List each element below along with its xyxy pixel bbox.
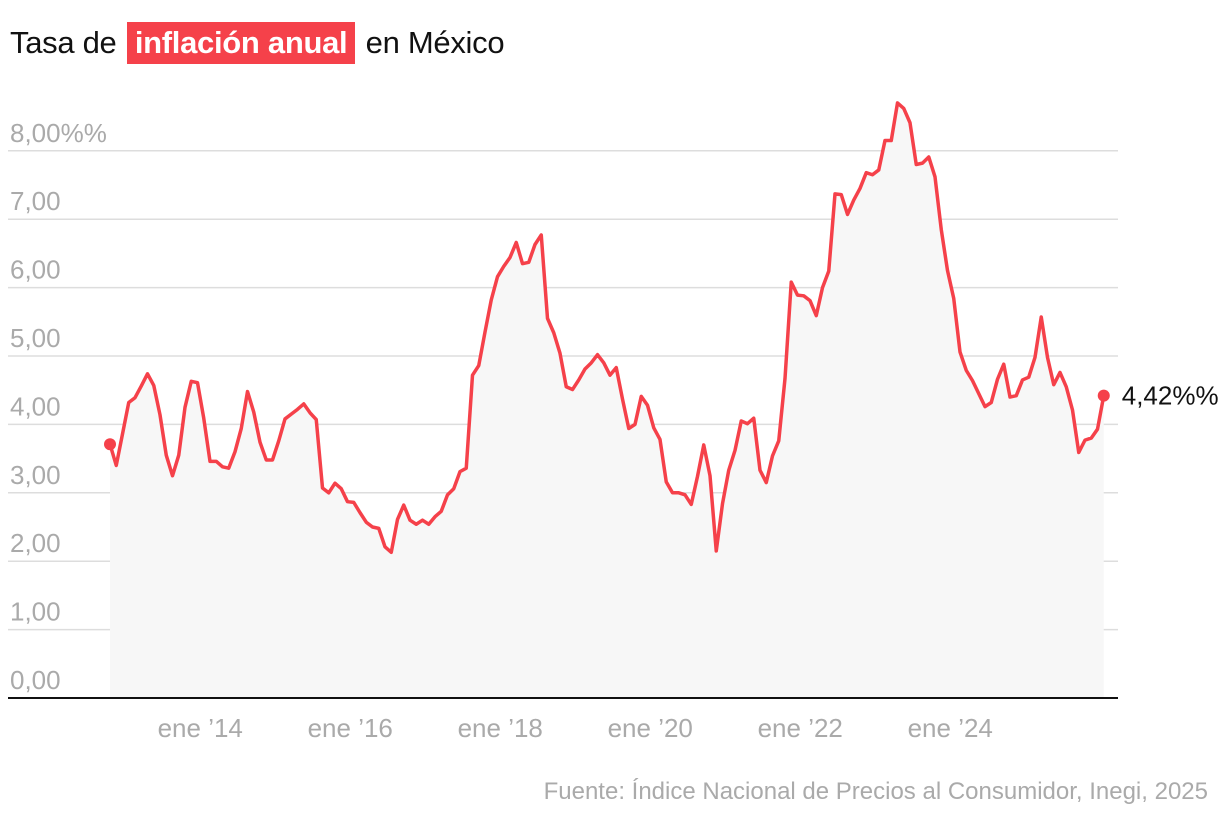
title-suffix: en México — [365, 25, 505, 60]
x-tick-label: ene ’16 — [308, 713, 393, 743]
title-highlight: inflación anual — [126, 22, 356, 64]
y-tick-label: 8,00%% — [10, 118, 107, 148]
y-tick-label: 5,00 — [10, 323, 61, 353]
series-start-point — [104, 438, 116, 451]
y-tick-label: 3,00 — [10, 460, 61, 490]
series-end-point — [1097, 389, 1110, 402]
y-tick-label: 6,00 — [10, 255, 61, 285]
series-line — [108, 101, 1106, 555]
y-tick-label: 4,00 — [10, 391, 61, 421]
y-tick-label: 1,00 — [10, 597, 61, 627]
source-note: Fuente: Índice Nacional de Precios al Co… — [543, 778, 1208, 805]
x-tick-label: ene ’18 — [458, 713, 543, 743]
title-prefix: Tasa de — [10, 25, 117, 60]
y-axis-ticks: 0,00 1,00 2,00 3,00 4,00 5,00 6,00 7,00 8,00%% — [10, 118, 107, 695]
chart-title: Tasa de inflación anual en México — [10, 22, 505, 64]
y-tick-label: 7,00 — [10, 186, 61, 216]
x-tick-label: ene ’14 — [158, 713, 243, 743]
series-area — [110, 102, 1104, 699]
series-end-label: 4,42%% — [1122, 381, 1219, 411]
y-tick-label: 0,00 — [10, 665, 61, 695]
x-tick-label: ene ’22 — [758, 713, 843, 743]
x-tick-label: ene ’20 — [608, 713, 693, 743]
x-tick-label: ene ’24 — [908, 713, 993, 743]
x-axis-ticks: ene ’14 ene ’16 ene ’18 ene ’20 ene ’22 ene ’… — [158, 713, 993, 743]
y-tick-label: 2,00 — [10, 528, 61, 558]
